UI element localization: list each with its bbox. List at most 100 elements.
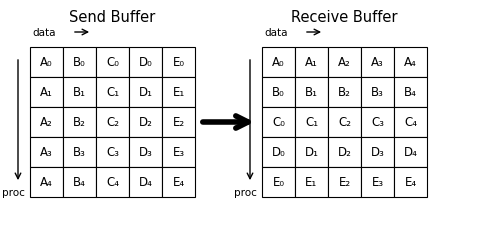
Text: E₄: E₄ bbox=[172, 176, 184, 189]
Text: A₀: A₀ bbox=[40, 56, 53, 69]
Bar bbox=[30, 48, 63, 78]
Text: A₃: A₃ bbox=[40, 146, 53, 159]
Bar bbox=[30, 108, 63, 137]
Bar bbox=[295, 167, 328, 197]
Bar bbox=[394, 167, 427, 197]
Bar bbox=[295, 48, 328, 78]
Text: A₀: A₀ bbox=[272, 56, 285, 69]
Text: proc: proc bbox=[2, 187, 25, 197]
Text: C₂: C₂ bbox=[106, 116, 119, 129]
Text: D₁: D₁ bbox=[139, 86, 152, 99]
Text: data: data bbox=[32, 28, 56, 38]
Text: C₃: C₃ bbox=[106, 146, 119, 159]
Text: B₃: B₃ bbox=[73, 146, 86, 159]
Text: A₃: A₃ bbox=[371, 56, 384, 69]
Text: B₃: B₃ bbox=[371, 86, 384, 99]
Text: C₁: C₁ bbox=[106, 86, 119, 99]
Text: D₀: D₀ bbox=[272, 146, 285, 159]
Bar bbox=[129, 78, 162, 108]
Bar bbox=[63, 167, 96, 197]
Bar bbox=[162, 167, 195, 197]
Bar bbox=[96, 137, 129, 167]
Text: C₃: C₃ bbox=[371, 116, 384, 129]
Bar bbox=[394, 137, 427, 167]
Text: D₃: D₃ bbox=[139, 146, 152, 159]
Text: B₄: B₄ bbox=[73, 176, 86, 189]
Bar bbox=[63, 48, 96, 78]
Bar bbox=[63, 137, 96, 167]
Text: E₁: E₁ bbox=[172, 86, 184, 99]
Bar bbox=[328, 108, 361, 137]
Text: proc: proc bbox=[234, 187, 257, 197]
Bar bbox=[63, 108, 96, 137]
Bar bbox=[328, 48, 361, 78]
Text: B₁: B₁ bbox=[305, 86, 318, 99]
Bar bbox=[361, 137, 394, 167]
Text: E₀: E₀ bbox=[172, 56, 184, 69]
Bar bbox=[361, 167, 394, 197]
Bar bbox=[96, 108, 129, 137]
Text: A₁: A₁ bbox=[305, 56, 318, 69]
Text: C₄: C₄ bbox=[106, 176, 119, 189]
Bar bbox=[162, 78, 195, 108]
Bar bbox=[262, 167, 295, 197]
Bar bbox=[162, 108, 195, 137]
Text: E₃: E₃ bbox=[172, 146, 184, 159]
Text: B₀: B₀ bbox=[272, 86, 285, 99]
Bar bbox=[96, 78, 129, 108]
Text: C₂: C₂ bbox=[338, 116, 351, 129]
Text: C₀: C₀ bbox=[106, 56, 119, 69]
Bar bbox=[295, 137, 328, 167]
Bar bbox=[96, 48, 129, 78]
Text: C₀: C₀ bbox=[272, 116, 285, 129]
Bar bbox=[30, 137, 63, 167]
Text: A₂: A₂ bbox=[40, 116, 53, 129]
Bar bbox=[262, 137, 295, 167]
Text: B₄: B₄ bbox=[404, 86, 417, 99]
Text: Receive Buffer: Receive Buffer bbox=[291, 10, 398, 25]
Text: B₀: B₀ bbox=[73, 56, 86, 69]
Text: A₄: A₄ bbox=[40, 176, 53, 189]
Text: E₃: E₃ bbox=[371, 176, 384, 189]
Text: D₄: D₄ bbox=[404, 146, 417, 159]
Text: E₄: E₄ bbox=[405, 176, 417, 189]
Bar bbox=[394, 108, 427, 137]
Bar bbox=[295, 108, 328, 137]
Text: B₂: B₂ bbox=[338, 86, 351, 99]
Bar bbox=[129, 137, 162, 167]
Bar bbox=[63, 78, 96, 108]
Bar bbox=[295, 78, 328, 108]
Text: E₁: E₁ bbox=[305, 176, 318, 189]
Bar bbox=[162, 137, 195, 167]
Bar bbox=[394, 78, 427, 108]
Bar bbox=[328, 167, 361, 197]
Bar bbox=[361, 48, 394, 78]
Bar bbox=[30, 167, 63, 197]
Text: Send Buffer: Send Buffer bbox=[69, 10, 156, 25]
Text: D₂: D₂ bbox=[139, 116, 152, 129]
Bar bbox=[328, 137, 361, 167]
Text: D₃: D₃ bbox=[370, 146, 385, 159]
Text: D₀: D₀ bbox=[139, 56, 152, 69]
Text: D₁: D₁ bbox=[305, 146, 319, 159]
Text: D₄: D₄ bbox=[139, 176, 152, 189]
Text: A₄: A₄ bbox=[404, 56, 417, 69]
Text: E₂: E₂ bbox=[172, 116, 184, 129]
Text: C₁: C₁ bbox=[305, 116, 318, 129]
Bar bbox=[162, 48, 195, 78]
Text: C₄: C₄ bbox=[404, 116, 417, 129]
Text: D₂: D₂ bbox=[338, 146, 351, 159]
Bar bbox=[96, 167, 129, 197]
Bar bbox=[361, 108, 394, 137]
Text: E₂: E₂ bbox=[339, 176, 350, 189]
Bar bbox=[262, 108, 295, 137]
Bar bbox=[129, 48, 162, 78]
Bar bbox=[394, 48, 427, 78]
Text: B₂: B₂ bbox=[73, 116, 86, 129]
Bar bbox=[262, 78, 295, 108]
Bar bbox=[129, 167, 162, 197]
Text: A₁: A₁ bbox=[40, 86, 53, 99]
Text: E₀: E₀ bbox=[272, 176, 285, 189]
Bar bbox=[30, 78, 63, 108]
Bar bbox=[262, 48, 295, 78]
